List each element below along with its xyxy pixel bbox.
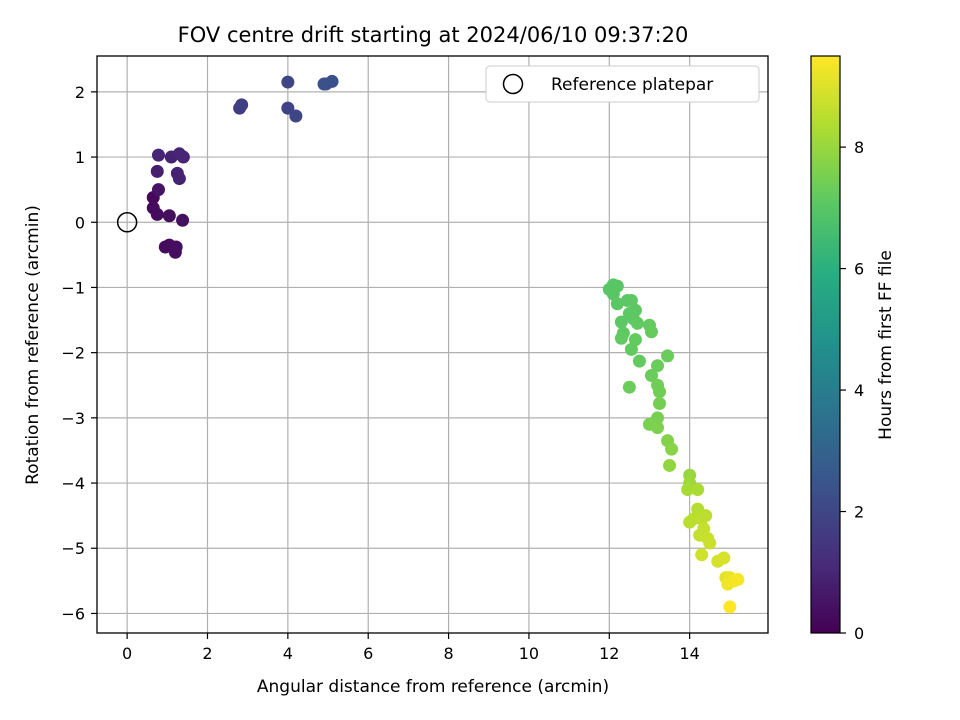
drift-point bbox=[651, 421, 665, 435]
x-axis-ticks: 0 2 4 6 8 10 12 14 bbox=[122, 633, 700, 663]
drift-point bbox=[703, 536, 717, 550]
x-tick-label: 12 bbox=[599, 644, 619, 663]
y-axis-label: Rotation from reference (arcmin) bbox=[23, 205, 43, 485]
drift-point bbox=[644, 325, 658, 339]
drift-point bbox=[723, 600, 737, 614]
x-tick-label: 8 bbox=[443, 644, 453, 663]
drift-point bbox=[151, 148, 165, 162]
drift-point bbox=[172, 172, 186, 186]
chart-title: FOV centre drift starting at 2024/06/10 … bbox=[178, 23, 689, 47]
drift-point bbox=[614, 315, 628, 329]
scatter-points bbox=[116, 74, 745, 614]
y-tick-label: −2 bbox=[61, 344, 85, 363]
y-tick-label: −6 bbox=[61, 604, 85, 623]
drift-point bbox=[661, 349, 675, 363]
legend-marker-reference bbox=[502, 73, 524, 95]
y-tick-label: −5 bbox=[61, 539, 85, 558]
drift-point bbox=[235, 98, 249, 112]
drift-point bbox=[150, 207, 164, 221]
drift-point bbox=[176, 213, 190, 227]
colorbar-tick-label: 2 bbox=[854, 503, 864, 522]
drift-point bbox=[630, 316, 644, 330]
drift-point bbox=[695, 548, 709, 562]
legend-entry-reference-platepar: Reference platepar bbox=[551, 75, 713, 95]
drift-point bbox=[644, 368, 658, 382]
drift-point bbox=[651, 359, 665, 373]
drift-point bbox=[681, 483, 695, 497]
y-tick-label: 1 bbox=[75, 148, 85, 167]
colorbar-label: Hours from first FF file bbox=[876, 250, 896, 440]
drift-point bbox=[150, 164, 164, 178]
drift-point bbox=[325, 74, 339, 88]
drift-point bbox=[168, 245, 182, 259]
drift-point bbox=[731, 573, 745, 587]
drift-point bbox=[691, 483, 705, 497]
drift-point bbox=[628, 333, 642, 347]
drift-point bbox=[162, 209, 176, 223]
drift-point bbox=[653, 397, 667, 411]
legend: Reference platepar bbox=[485, 65, 760, 103]
drift-point bbox=[176, 150, 190, 164]
drift-point bbox=[697, 522, 711, 536]
x-tick-label: 4 bbox=[283, 644, 293, 663]
drift-point bbox=[632, 354, 646, 368]
drift-point bbox=[289, 109, 303, 123]
colorbar-tick-label: 4 bbox=[854, 381, 864, 400]
y-tick-label: −1 bbox=[61, 278, 85, 297]
x-tick-label: 14 bbox=[679, 644, 699, 663]
drift-point bbox=[665, 442, 679, 456]
drift-point bbox=[663, 458, 677, 472]
x-tick-label: 6 bbox=[363, 644, 373, 663]
drift-point bbox=[622, 380, 636, 394]
colorbar-tick-label: 8 bbox=[854, 138, 864, 157]
drift-point bbox=[624, 342, 638, 356]
drift-point bbox=[151, 183, 165, 197]
y-tick-label: −4 bbox=[61, 474, 85, 493]
y-tick-label: 2 bbox=[75, 83, 85, 102]
y-axis-ticks: 2 1 0 −1 −2 −3 −4 −5 −6 bbox=[61, 83, 97, 623]
x-tick-label: 0 bbox=[122, 644, 132, 663]
x-axis-label: Angular distance from reference (arcmin) bbox=[257, 677, 609, 697]
colorbar-tick-label: 6 bbox=[854, 260, 864, 279]
plot-frame bbox=[96, 55, 769, 634]
colorbar-tick-label: 0 bbox=[854, 624, 864, 643]
drift-point bbox=[281, 101, 295, 115]
y-tick-label: −3 bbox=[61, 409, 85, 428]
drift-point bbox=[610, 297, 624, 311]
drift-point bbox=[614, 331, 628, 345]
drift-point bbox=[699, 509, 713, 523]
drift-point bbox=[281, 75, 295, 89]
reference-platepar-marker bbox=[116, 212, 138, 233]
x-tick-label: 10 bbox=[519, 644, 539, 663]
y-tick-label: 0 bbox=[75, 213, 85, 232]
drift-point bbox=[624, 293, 638, 307]
drift-point bbox=[653, 385, 667, 399]
drift-point bbox=[606, 287, 620, 301]
drift-point bbox=[717, 551, 731, 565]
legend-box bbox=[485, 65, 760, 103]
grid-lines bbox=[97, 56, 768, 633]
drift-point bbox=[683, 515, 697, 529]
colorbar: 0 2 4 6 8 Hours from first FF file bbox=[810, 55, 896, 643]
colorbar-ticks: 0 2 4 6 8 bbox=[840, 138, 864, 643]
x-tick-label: 2 bbox=[202, 644, 212, 663]
colorbar-gradient bbox=[810, 55, 841, 634]
